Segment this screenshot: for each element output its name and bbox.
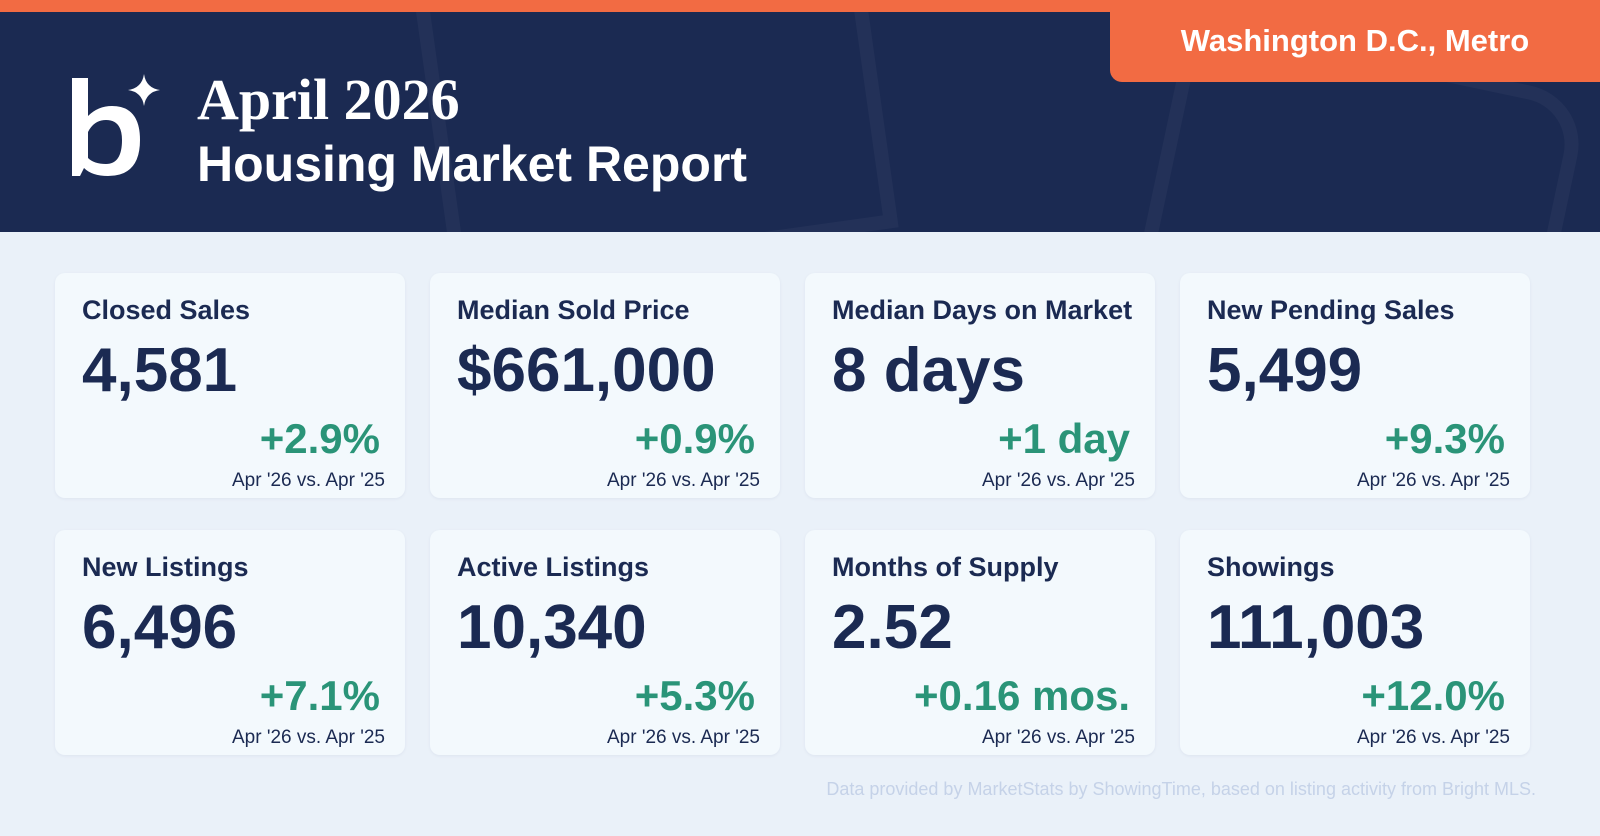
metric-value: 10,340: [457, 593, 647, 662]
metric-change: +12.0%: [1361, 672, 1505, 719]
comparison-period: Apr '26 vs. Apr '25: [981, 470, 1135, 491]
decoration: [409, 12, 898, 232]
metric-card: New Listings 6,496 +7.1% Apr '26 vs. Apr '2…: [55, 530, 405, 755]
metric-card: Median Days on Market 8 days +1 day Apr '26…: [805, 273, 1155, 498]
metric-change: +1 day: [998, 415, 1130, 462]
metric-label: New Listings: [82, 552, 249, 582]
title: April 2026: [197, 67, 460, 132]
metric-change: +5.3%: [634, 672, 755, 719]
metric-value: 4,581: [82, 336, 238, 405]
metric-label: New Pending Sales: [1207, 295, 1455, 325]
metric-label: Active Listings: [457, 552, 650, 582]
metric-change: +2.9%: [259, 415, 380, 462]
metric-change: +9.3%: [1384, 415, 1505, 462]
metric-label: Median Sold Price: [457, 295, 690, 325]
comparison-period: Apr '26 vs. Apr '25: [231, 470, 385, 491]
comparison-period: Apr '26 vs. Apr '25: [1356, 727, 1510, 748]
metric-value: 6,496: [82, 593, 238, 662]
metric-label: Closed Sales: [82, 295, 251, 325]
metric-label: Median Days on Market: [832, 295, 1133, 325]
metric-card: Median Sold Price $661,000 +0.9% Apr '26 vs…: [430, 273, 780, 498]
comparison-period: Apr '26 vs. Apr '25: [606, 727, 760, 748]
metric-card: Active Listings 10,340 +5.3% Apr '26 vs. Ap…: [430, 530, 780, 755]
metric-label: Months of Supply: [832, 552, 1059, 582]
subtitle: Housing Market Report: [197, 136, 748, 192]
footer-note: Data provided by MarketStats by ShowingT…: [826, 779, 1536, 799]
metric-card: Showings 111,003 +12.0% Apr '26 vs. Apr '25: [1180, 530, 1530, 755]
metric-card: New Pending Sales 5,499 +9.3% Apr '26 vs. A…: [1180, 273, 1530, 498]
metric-change: +7.1%: [259, 672, 380, 719]
metric-card: Months of Supply 2.52 +0.16 mos. Apr '26 vs…: [805, 530, 1155, 755]
logo: [72, 74, 160, 176]
metric-value: $661,000: [457, 336, 716, 405]
comparison-period: Apr '26 vs. Apr '25: [606, 470, 760, 491]
comparison-period: Apr '26 vs. Apr '25: [231, 727, 385, 748]
comparison-period: Apr '26 vs. Apr '25: [981, 727, 1135, 748]
metric-value: 5,499: [1207, 336, 1363, 405]
metric-value: 2.52: [832, 593, 953, 662]
metric-change: +0.9%: [634, 415, 755, 462]
metric-change: +0.16 mos.: [914, 672, 1130, 719]
region-badge: Washington D.C., Metro: [1110, 0, 1600, 82]
metric-value: 111,003: [1207, 593, 1425, 662]
comparison-period: Apr '26 vs. Apr '25: [1356, 470, 1510, 491]
metric-value: 8 days: [832, 336, 1026, 405]
metric-label: Showings: [1207, 552, 1335, 582]
metric-card: Closed Sales 4,581 +2.9% Apr '26 vs. Apr '2…: [55, 273, 405, 498]
